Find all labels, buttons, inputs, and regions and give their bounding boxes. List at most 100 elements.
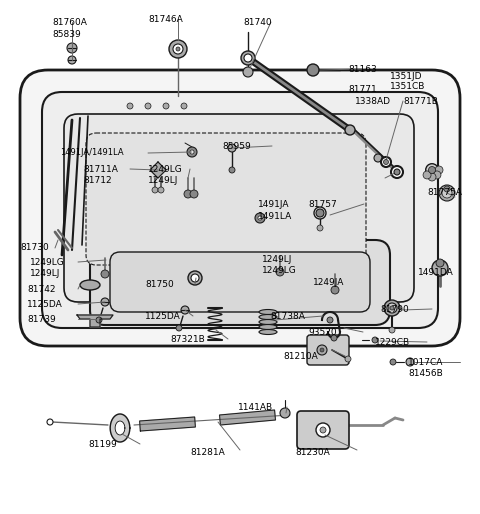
Circle shape bbox=[387, 303, 397, 313]
Circle shape bbox=[391, 166, 403, 178]
Circle shape bbox=[331, 286, 339, 294]
Text: 85959: 85959 bbox=[222, 142, 251, 151]
Text: 81738A: 81738A bbox=[270, 312, 305, 321]
Circle shape bbox=[316, 209, 324, 217]
Text: 1351JD: 1351JD bbox=[390, 72, 422, 81]
FancyBboxPatch shape bbox=[297, 411, 349, 449]
Circle shape bbox=[190, 150, 194, 154]
Text: 81760A: 81760A bbox=[52, 18, 87, 27]
Circle shape bbox=[389, 327, 395, 333]
Circle shape bbox=[47, 419, 53, 425]
Circle shape bbox=[439, 185, 455, 201]
Text: 1141AB: 1141AB bbox=[238, 403, 273, 412]
Circle shape bbox=[406, 358, 414, 366]
Text: 85839: 85839 bbox=[52, 30, 81, 39]
Ellipse shape bbox=[259, 320, 277, 324]
Text: 1351CB: 1351CB bbox=[390, 82, 425, 91]
Circle shape bbox=[169, 40, 187, 58]
Polygon shape bbox=[140, 417, 195, 431]
Polygon shape bbox=[219, 410, 276, 425]
Text: 81210A: 81210A bbox=[283, 352, 318, 361]
Text: 81775A: 81775A bbox=[427, 188, 462, 197]
Circle shape bbox=[258, 216, 262, 220]
Text: 81790: 81790 bbox=[380, 305, 409, 314]
Circle shape bbox=[394, 169, 400, 175]
Polygon shape bbox=[110, 414, 130, 442]
Circle shape bbox=[317, 345, 327, 355]
Text: 1249LJ: 1249LJ bbox=[148, 176, 179, 185]
FancyBboxPatch shape bbox=[64, 114, 414, 302]
Circle shape bbox=[429, 167, 435, 174]
Circle shape bbox=[320, 348, 324, 352]
Polygon shape bbox=[150, 162, 166, 178]
Text: 81711A: 81711A bbox=[83, 165, 118, 174]
Polygon shape bbox=[115, 421, 125, 435]
Text: 1249LJ: 1249LJ bbox=[262, 255, 292, 264]
Circle shape bbox=[435, 166, 443, 174]
Circle shape bbox=[243, 67, 253, 77]
Text: 1249LG: 1249LG bbox=[148, 165, 183, 174]
Text: 81771: 81771 bbox=[348, 85, 377, 94]
Ellipse shape bbox=[259, 309, 277, 315]
Circle shape bbox=[345, 356, 351, 362]
Text: 81199: 81199 bbox=[88, 440, 117, 449]
Text: 81712: 81712 bbox=[83, 176, 112, 185]
Circle shape bbox=[372, 337, 378, 343]
Text: 81771B: 81771B bbox=[403, 97, 438, 106]
Circle shape bbox=[101, 298, 109, 306]
Circle shape bbox=[244, 54, 252, 62]
Circle shape bbox=[176, 47, 180, 51]
FancyBboxPatch shape bbox=[90, 240, 390, 325]
Text: 81456B: 81456B bbox=[408, 369, 443, 378]
Text: 81281A: 81281A bbox=[190, 448, 225, 457]
Circle shape bbox=[280, 408, 290, 418]
FancyBboxPatch shape bbox=[86, 133, 366, 265]
Circle shape bbox=[229, 167, 235, 173]
Circle shape bbox=[158, 187, 164, 193]
Ellipse shape bbox=[259, 315, 277, 320]
Text: 1491DA: 1491DA bbox=[418, 268, 454, 277]
Circle shape bbox=[444, 186, 450, 192]
Text: 1338AD: 1338AD bbox=[355, 97, 391, 106]
Circle shape bbox=[188, 271, 202, 285]
Circle shape bbox=[191, 274, 199, 282]
Circle shape bbox=[423, 171, 431, 179]
FancyBboxPatch shape bbox=[110, 252, 370, 312]
Text: 1017CA: 1017CA bbox=[408, 358, 444, 367]
Text: 81230A: 81230A bbox=[295, 448, 330, 457]
Text: 81740: 81740 bbox=[243, 18, 272, 27]
Text: 1491JA/1491LA: 1491JA/1491LA bbox=[60, 148, 124, 157]
Text: 1491JA: 1491JA bbox=[258, 200, 289, 209]
Polygon shape bbox=[77, 315, 113, 327]
Circle shape bbox=[307, 64, 319, 76]
Circle shape bbox=[317, 225, 323, 231]
Circle shape bbox=[181, 306, 189, 314]
Circle shape bbox=[433, 171, 441, 179]
Circle shape bbox=[428, 173, 436, 181]
Circle shape bbox=[173, 44, 183, 54]
Circle shape bbox=[390, 359, 396, 365]
Circle shape bbox=[432, 260, 448, 276]
Text: 1229CB: 1229CB bbox=[375, 338, 410, 347]
FancyBboxPatch shape bbox=[20, 70, 460, 346]
Text: 81746A: 81746A bbox=[148, 15, 183, 24]
Text: 81750: 81750 bbox=[145, 280, 174, 289]
Circle shape bbox=[345, 125, 355, 135]
FancyBboxPatch shape bbox=[307, 335, 349, 365]
Ellipse shape bbox=[259, 324, 277, 329]
Circle shape bbox=[181, 103, 187, 109]
Text: 1249LG: 1249LG bbox=[262, 266, 297, 275]
Circle shape bbox=[426, 163, 438, 176]
Circle shape bbox=[374, 154, 382, 162]
Text: 81730: 81730 bbox=[20, 243, 49, 252]
Circle shape bbox=[331, 335, 337, 341]
Circle shape bbox=[320, 427, 326, 433]
Circle shape bbox=[316, 423, 330, 437]
Circle shape bbox=[101, 270, 109, 278]
Circle shape bbox=[255, 213, 265, 223]
Circle shape bbox=[96, 317, 102, 323]
Circle shape bbox=[384, 159, 388, 164]
Circle shape bbox=[436, 259, 444, 267]
Ellipse shape bbox=[80, 280, 100, 290]
Text: 87321B: 87321B bbox=[170, 335, 205, 344]
